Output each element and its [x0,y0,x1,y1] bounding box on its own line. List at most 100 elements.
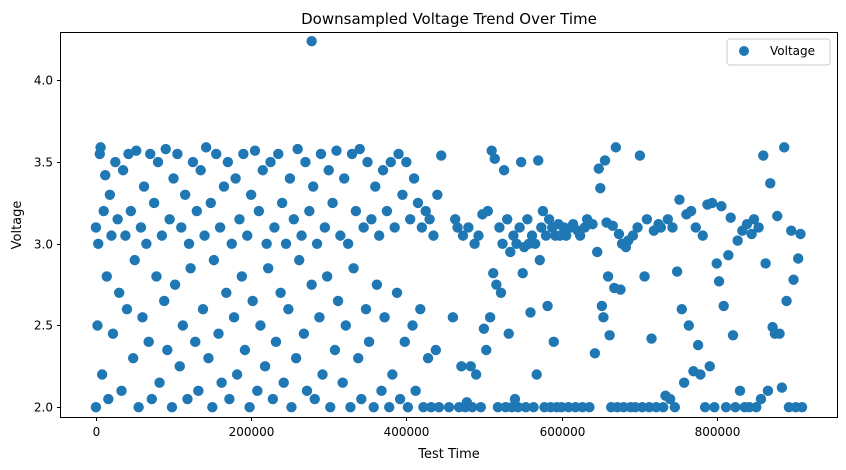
data-point [517,268,528,279]
data-point [478,323,490,334]
data-point [123,148,134,160]
data-point [261,238,272,249]
data-point [214,222,226,233]
data-point [138,181,150,192]
data-point [211,148,222,160]
data-point [540,230,552,241]
data-point [529,238,541,249]
data-point [156,230,168,241]
data-point [613,228,625,240]
data-point [420,205,431,217]
data-point [610,142,622,153]
data-point [595,183,606,194]
data-point [697,230,708,241]
data-point [534,254,545,266]
data-point [522,214,533,225]
data-point [584,402,595,413]
data-point [300,156,311,168]
data-point [407,320,418,331]
data-point [416,222,428,233]
data-point [329,344,341,356]
data-point [512,402,524,413]
data-point [447,312,459,323]
data-point [716,201,727,212]
data-point [120,230,131,241]
data-point [112,214,123,225]
data-point [662,214,674,225]
data-point [273,148,284,160]
data-point [306,35,317,47]
data-point [384,402,395,413]
data-point [405,214,416,225]
data-point [495,287,507,299]
data-point [125,205,137,217]
data-point [508,230,519,241]
data-point [270,336,282,348]
data-point [491,279,502,290]
data-point [430,344,442,356]
data-point [191,205,202,217]
data-point [172,148,183,160]
data-point [185,263,196,274]
data-point [275,287,286,299]
data-point [145,148,156,160]
data-point [596,300,608,312]
data-point [218,181,230,192]
points-layer [90,35,808,413]
data-point [560,230,572,241]
data-point [709,402,720,413]
data-point [641,214,653,225]
data-point [164,214,175,225]
data-point [133,402,144,413]
data-point [236,271,248,282]
data-point [154,377,165,388]
data-point [354,143,365,155]
data-point [657,402,669,413]
data-point [267,393,279,405]
data-point [290,352,302,364]
data-point [760,258,771,269]
data-point [110,156,121,168]
data-point [520,402,532,413]
y-tick-label: 2.5 [34,319,53,333]
data-point [314,312,325,323]
data-point [286,402,297,413]
data-point [788,274,799,285]
data-point [176,222,187,233]
data-point [489,153,500,165]
data-point [492,402,504,413]
data-point [779,142,790,153]
data-point [190,336,201,348]
data-point [415,303,426,315]
data-point [587,218,598,230]
data-point [255,320,266,331]
data-point [107,328,119,339]
x-axis: 0 200000 400000 600000 800000 [93,417,740,439]
data-point [433,402,445,413]
data-point [376,385,387,397]
data-point [758,150,769,161]
data-point [127,352,139,364]
data-point [727,330,739,341]
data-point [368,402,379,413]
data-point [484,312,496,323]
data-point [394,393,406,405]
data-point [356,393,367,405]
data-point [207,402,218,413]
data-point [238,148,249,160]
data-point [475,402,487,413]
data-point [627,230,639,241]
data-point [377,165,389,176]
data-point [362,156,373,168]
data-point [424,214,435,225]
data-point [683,320,694,331]
data-point [197,303,209,315]
data-point [720,402,732,413]
data-point [224,393,235,405]
data-point [205,197,216,209]
data-point [208,254,220,266]
data-point [494,222,505,233]
data-point [699,402,711,413]
data-point [723,250,734,261]
data-point [106,230,117,241]
